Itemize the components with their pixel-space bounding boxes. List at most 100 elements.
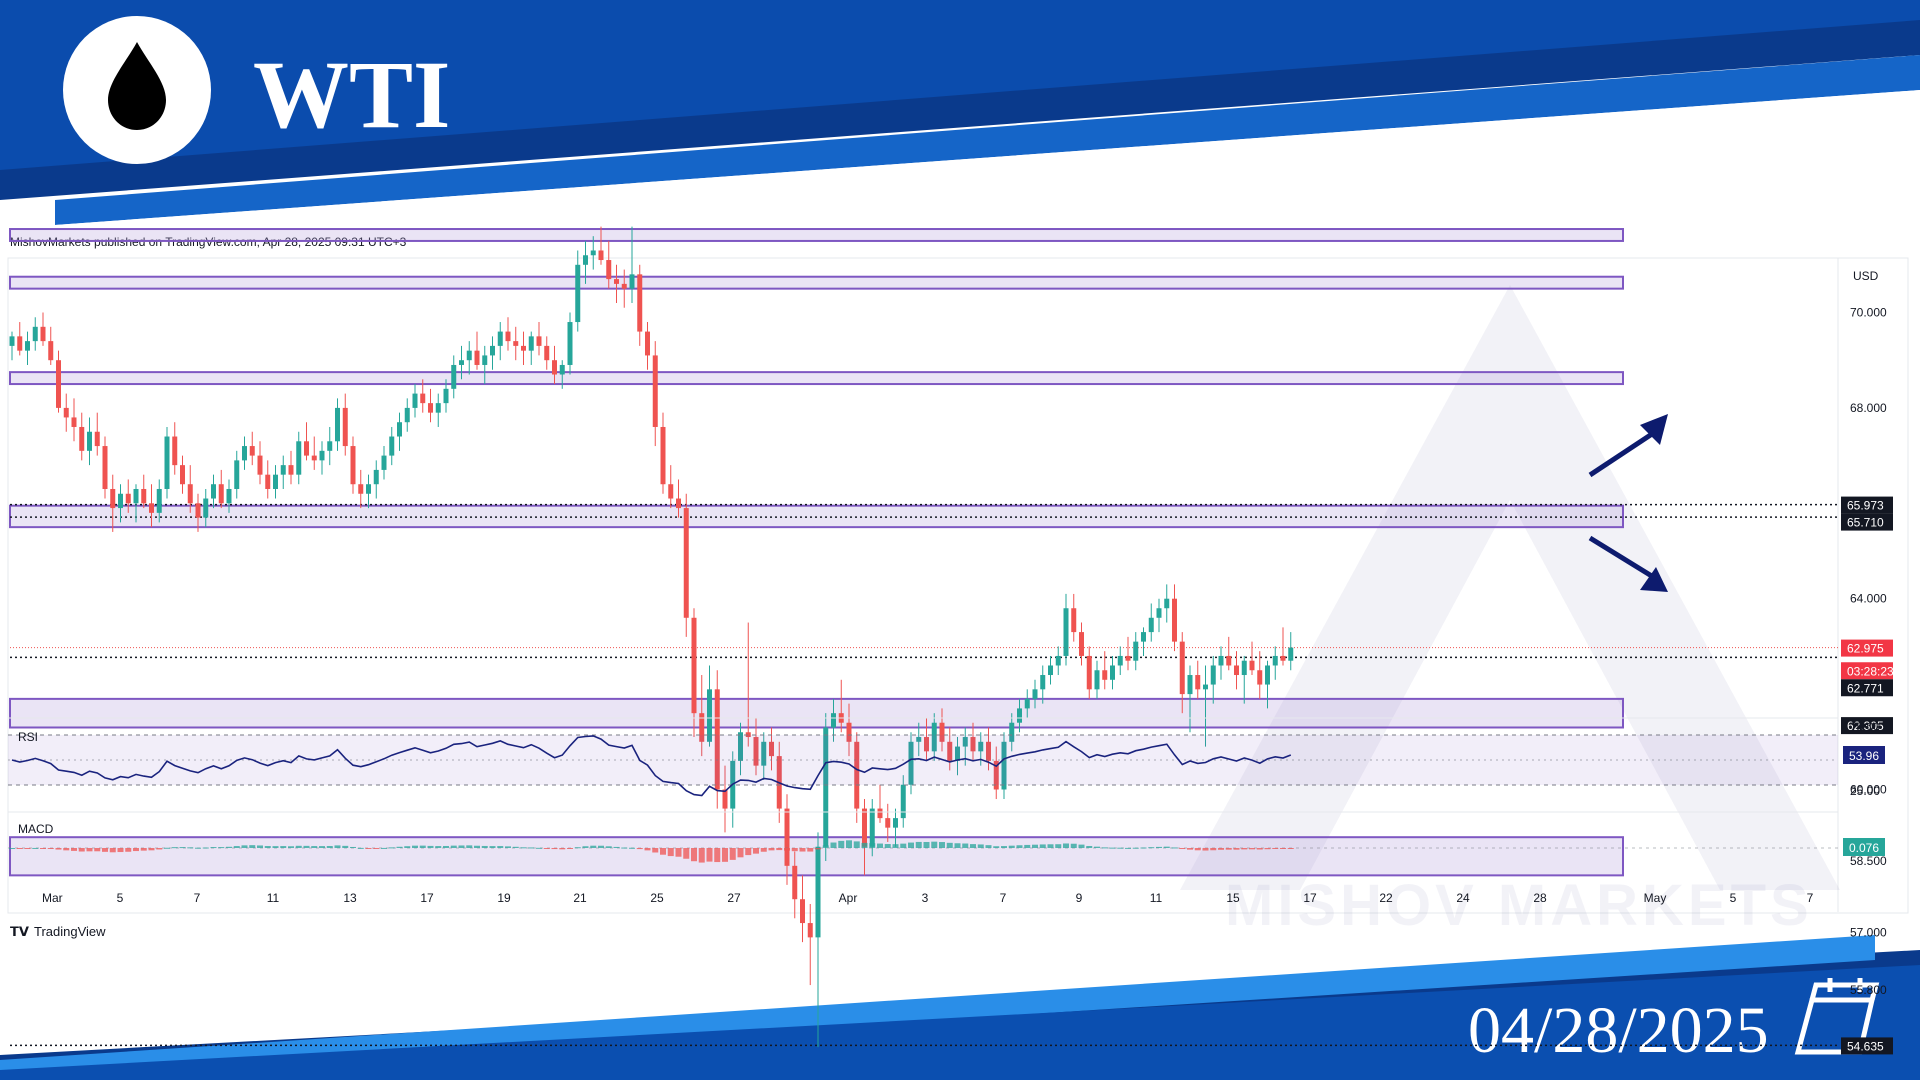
candle-56	[443, 379, 449, 413]
price-tag-3: 03:28:23	[1841, 662, 1894, 680]
macd-bar	[830, 842, 837, 848]
macd-bar	[505, 846, 511, 848]
macd-bar	[202, 847, 209, 849]
x-tick-label: Mar	[42, 891, 63, 905]
published-note: MishovMarkets published on TradingView.c…	[10, 235, 407, 249]
candle-72	[567, 312, 573, 375]
x-tick-label: Apr	[839, 891, 858, 905]
macd-bar	[450, 845, 457, 848]
macd-bar	[543, 848, 550, 849]
macd-bar	[807, 848, 814, 852]
macd-bar	[381, 847, 387, 849]
candle-120	[939, 708, 945, 752]
macd-bar	[745, 848, 752, 856]
macd-bar	[1280, 848, 1286, 849]
zone-1	[9, 275, 1624, 290]
macd-bar	[1117, 847, 1124, 849]
macd-bar	[582, 846, 589, 848]
candle-12	[102, 436, 108, 499]
candle-90	[707, 665, 712, 747]
zone-2	[9, 371, 1624, 386]
macd-bar	[94, 848, 101, 852]
price-tag-0: 65.973	[1841, 496, 1893, 514]
macd-bar	[931, 841, 938, 848]
macd-bar	[117, 848, 124, 853]
candle-163	[1272, 646, 1278, 680]
macd-bar	[853, 841, 860, 848]
candle-68	[536, 322, 542, 356]
x-tick-label: 25	[650, 891, 664, 905]
candle-20	[164, 426, 170, 499]
bottom-banner	[0, 935, 1920, 1080]
candle-109	[854, 732, 860, 823]
candle-7	[63, 393, 69, 432]
macd-bar	[574, 847, 581, 849]
macd-bar	[1218, 848, 1224, 850]
price-tag-label: 62.305	[1847, 719, 1884, 733]
macd-bar	[892, 844, 899, 848]
candle-42	[335, 398, 340, 451]
arrow-down-right	[1588, 535, 1668, 592]
candle-85	[668, 465, 674, 509]
price-tag-label: 65.710	[1847, 516, 1884, 530]
y-tick-label: 68.000	[1850, 401, 1887, 415]
macd-bar	[109, 848, 116, 853]
x-tick-label: 9	[1076, 891, 1083, 905]
macd-bar	[24, 848, 31, 849]
macd-bar	[1233, 848, 1240, 850]
macd-bar	[311, 846, 318, 848]
candle-15	[125, 479, 131, 513]
macd-bar	[737, 848, 744, 858]
candle-73	[575, 250, 581, 332]
macd-bar	[1063, 843, 1069, 848]
candle-126	[986, 727, 991, 771]
macd-bar	[846, 840, 852, 848]
y-axis: 70.000 68.000 64.000 60.000 58.500 57.000 55.8…	[1850, 306, 1887, 997]
candle-5	[48, 326, 54, 365]
macd-bar	[729, 848, 736, 860]
x-tick-label: 27	[727, 891, 741, 905]
macd-bar	[946, 842, 953, 848]
candle-49	[389, 426, 395, 466]
macd-bar	[226, 846, 232, 848]
x-tick-label: 11	[267, 891, 280, 905]
macd-bar	[691, 848, 697, 862]
rsi-tick-75: 75.00	[1850, 720, 1880, 734]
macd-bar	[396, 846, 403, 848]
candle-14	[118, 484, 123, 523]
price-tag-1: 65.710	[1841, 513, 1893, 531]
macd-bar	[760, 848, 767, 852]
macd-bar	[1194, 848, 1201, 851]
macd-bar	[962, 843, 969, 848]
x-axis: Mar 5 7 11 13 17 19 21 25 27 Apr 3 7 9 11 15 17 22 24 28 May…	[42, 891, 1814, 905]
x-tick-label: 11	[1150, 891, 1163, 905]
y-tick-label: 60.000	[1850, 783, 1887, 797]
macd-bar	[954, 843, 961, 848]
candle-134	[1048, 655, 1053, 685]
candle-117	[916, 722, 922, 757]
macd-bar	[303, 845, 310, 848]
macd-bar	[435, 846, 442, 848]
candle-63	[497, 322, 503, 361]
candle-45	[358, 469, 364, 509]
x-tick-label: 21	[573, 891, 587, 905]
candle-157	[1226, 636, 1232, 671]
candle-152	[1187, 665, 1193, 733]
macd-bar	[489, 846, 496, 848]
price-tag-label: 62.771	[1847, 681, 1884, 695]
candle-129	[1009, 713, 1015, 752]
macd-bar	[102, 848, 108, 852]
macd-bar	[1109, 847, 1116, 849]
macd-bar	[1140, 847, 1147, 849]
candle-112	[877, 784, 883, 823]
price-tag-4: 62.771	[1841, 679, 1893, 697]
macd-bar	[559, 848, 566, 850]
candle-38	[304, 422, 309, 461]
candle-50	[397, 412, 402, 451]
candle-67	[528, 331, 534, 365]
candle-8	[71, 398, 77, 442]
candle-80	[629, 226, 635, 303]
macd-bar	[466, 845, 473, 848]
macd-bar	[1179, 848, 1186, 850]
macd-bar	[1132, 847, 1139, 849]
